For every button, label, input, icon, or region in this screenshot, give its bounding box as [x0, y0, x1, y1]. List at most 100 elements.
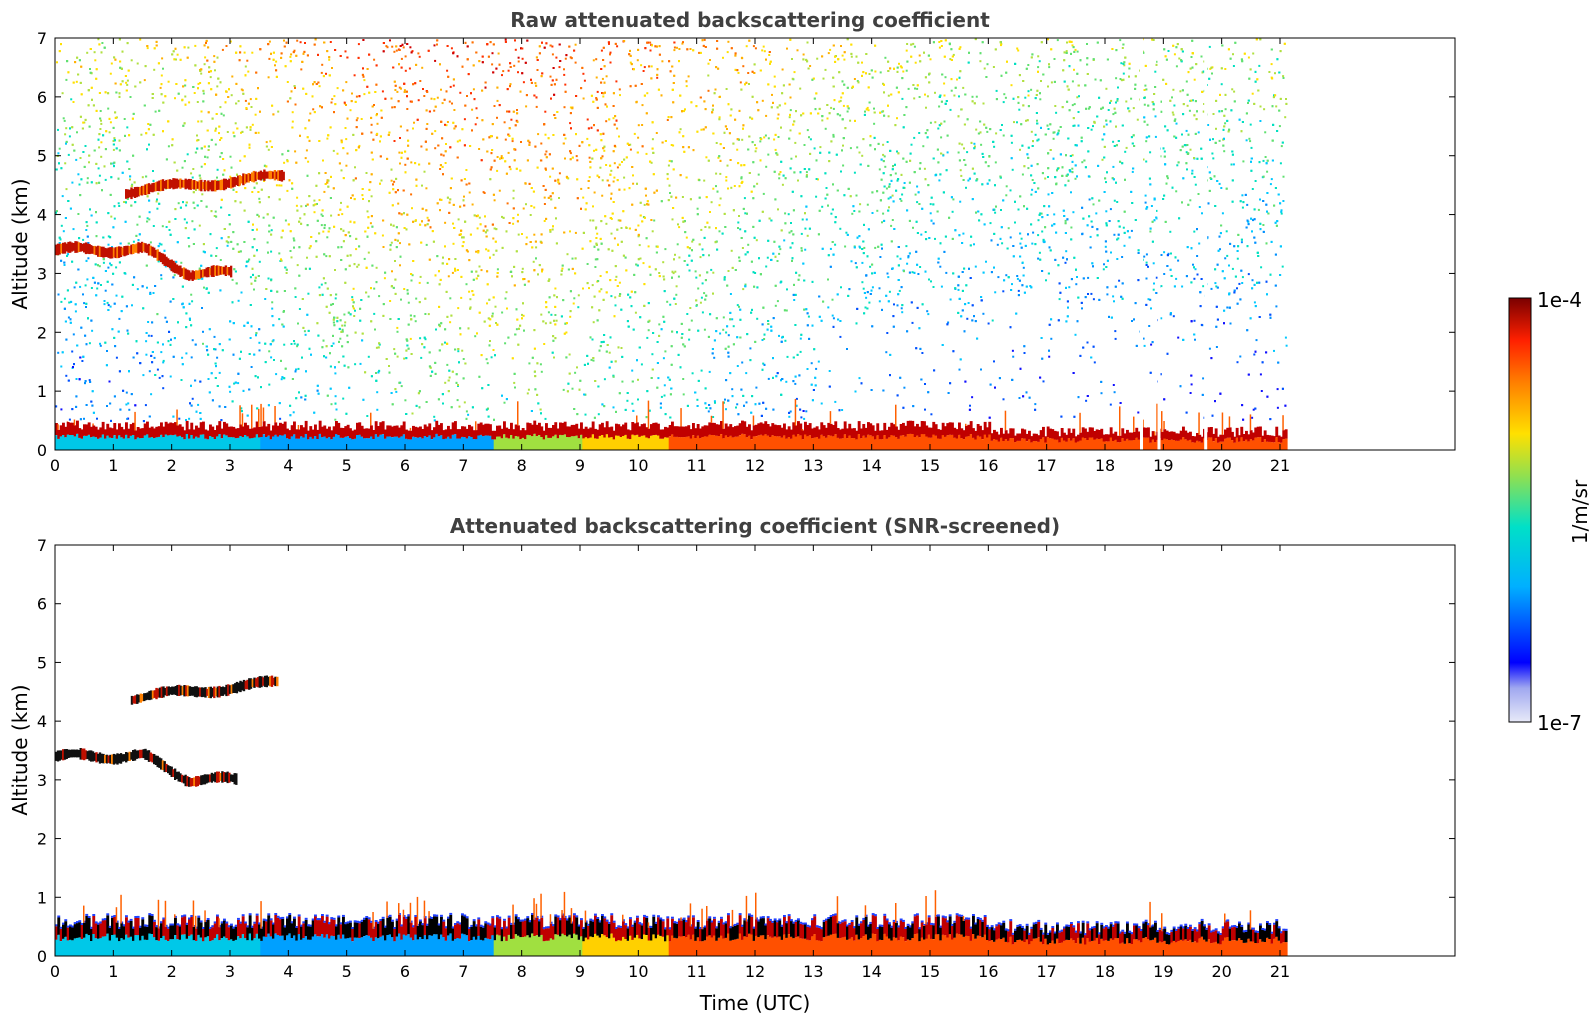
noise-pixel: [439, 168, 442, 170]
noise-pixel: [1248, 137, 1251, 140]
noise-pixel: [100, 155, 103, 158]
noise-pixel: [569, 230, 571, 233]
noise-pixel: [1224, 257, 1227, 260]
noise-pixel: [839, 227, 842, 230]
noise-pixel: [767, 153, 770, 156]
noise-pixel: [1114, 330, 1117, 333]
noise-pixel: [920, 233, 923, 236]
noise-pixel: [186, 153, 189, 156]
noise-pixel: [755, 239, 758, 242]
noise-pixel: [666, 177, 669, 180]
plot-area-raw: [55, 38, 1288, 450]
noise-pixel: [1038, 60, 1041, 63]
noise-pixel: [204, 56, 207, 59]
noise-pixel: [1122, 226, 1125, 229]
noise-pixel: [213, 55, 216, 58]
noise-pixel: [190, 172, 193, 175]
noise-pixel: [733, 185, 736, 187]
noise-pixel: [614, 304, 617, 307]
noise-pixel: [268, 40, 271, 43]
noise-pixel: [68, 135, 71, 138]
noise-pixel: [701, 248, 704, 251]
noise-pixel: [543, 196, 546, 199]
noise-pixel: [817, 178, 819, 181]
noise-pixel: [1259, 198, 1261, 201]
noise-pixel: [1105, 123, 1108, 126]
noise-pixel: [805, 410, 808, 413]
noise-pixel: [344, 50, 347, 53]
noise-pixel: [951, 210, 954, 213]
noise-pixel: [893, 303, 895, 306]
noise-pixel: [1025, 119, 1027, 122]
noise-pixel: [334, 395, 337, 398]
noise-pixel: [631, 369, 634, 372]
noise-pixel: [230, 94, 233, 97]
noise-pixel: [666, 119, 669, 121]
noise-pixel: [731, 318, 734, 321]
noise-pixel: [543, 220, 546, 222]
noise-pixel: [831, 298, 834, 301]
noise-pixel: [1087, 107, 1090, 110]
noise-pixel: [574, 43, 577, 46]
noise-pixel: [57, 152, 60, 155]
noise-pixel: [815, 178, 818, 180]
noise-pixel: [1151, 38, 1154, 41]
noise-pixel: [879, 256, 882, 258]
noise-pixel: [946, 151, 949, 154]
noise-pixel: [1276, 406, 1279, 409]
noise-pixel: [809, 138, 812, 141]
noise-pixel: [1120, 62, 1123, 65]
noise-pixel: [974, 265, 977, 268]
noise-pixel: [202, 330, 204, 333]
noise-pixel: [637, 378, 639, 381]
noise-pixel: [161, 225, 164, 228]
noise-pixel: [221, 48, 224, 51]
noise-pixel: [146, 286, 148, 289]
noise-pixel: [430, 97, 433, 100]
noise-pixel: [774, 148, 777, 151]
noise-pixel: [949, 58, 952, 61]
noise-pixel: [701, 311, 704, 314]
noise-pixel: [643, 203, 646, 206]
noise-pixel: [979, 60, 982, 63]
noise-pixel: [1050, 337, 1053, 340]
noise-pixel: [1190, 99, 1193, 102]
noise-pixel: [1124, 150, 1127, 153]
noise-pixel: [558, 172, 561, 175]
noise-pixel: [662, 357, 665, 360]
noise-pixel: [118, 205, 121, 207]
noise-pixel: [1045, 279, 1047, 282]
noise-pixel: [215, 247, 218, 250]
noise-pixel: [767, 137, 770, 140]
noise-pixel: [139, 38, 142, 41]
noise-pixel: [934, 91, 936, 94]
noise-pixel: [414, 320, 417, 323]
noise-pixel: [629, 61, 632, 64]
noise-pixel: [1100, 392, 1103, 395]
noise-pixel: [1149, 151, 1152, 154]
noise-pixel: [1194, 268, 1197, 271]
noise-pixel: [805, 174, 808, 176]
noise-pixel: [572, 302, 575, 305]
noise-pixel: [268, 383, 271, 386]
noise-pixel: [768, 54, 771, 56]
noise-pixel: [202, 250, 205, 253]
noise-pixel: [517, 71, 519, 74]
noise-pixel: [533, 206, 536, 209]
noise-pixel: [250, 106, 253, 108]
noise-pixel: [672, 272, 675, 275]
noise-pixel: [540, 313, 543, 316]
noise-pixel: [707, 74, 710, 77]
noise-pixel: [651, 353, 654, 356]
noise-pixel: [156, 207, 159, 210]
noise-pixel: [688, 338, 691, 341]
noise-pixel: [658, 272, 661, 274]
noise-pixel: [396, 90, 399, 93]
noise-pixel: [1175, 65, 1178, 68]
noise-pixel: [586, 137, 589, 140]
noise-pixel: [595, 97, 598, 99]
noise-pixel: [1269, 183, 1272, 186]
noise-pixel: [1214, 282, 1217, 285]
noise-pixel: [160, 74, 163, 77]
noise-pixel: [156, 368, 159, 371]
